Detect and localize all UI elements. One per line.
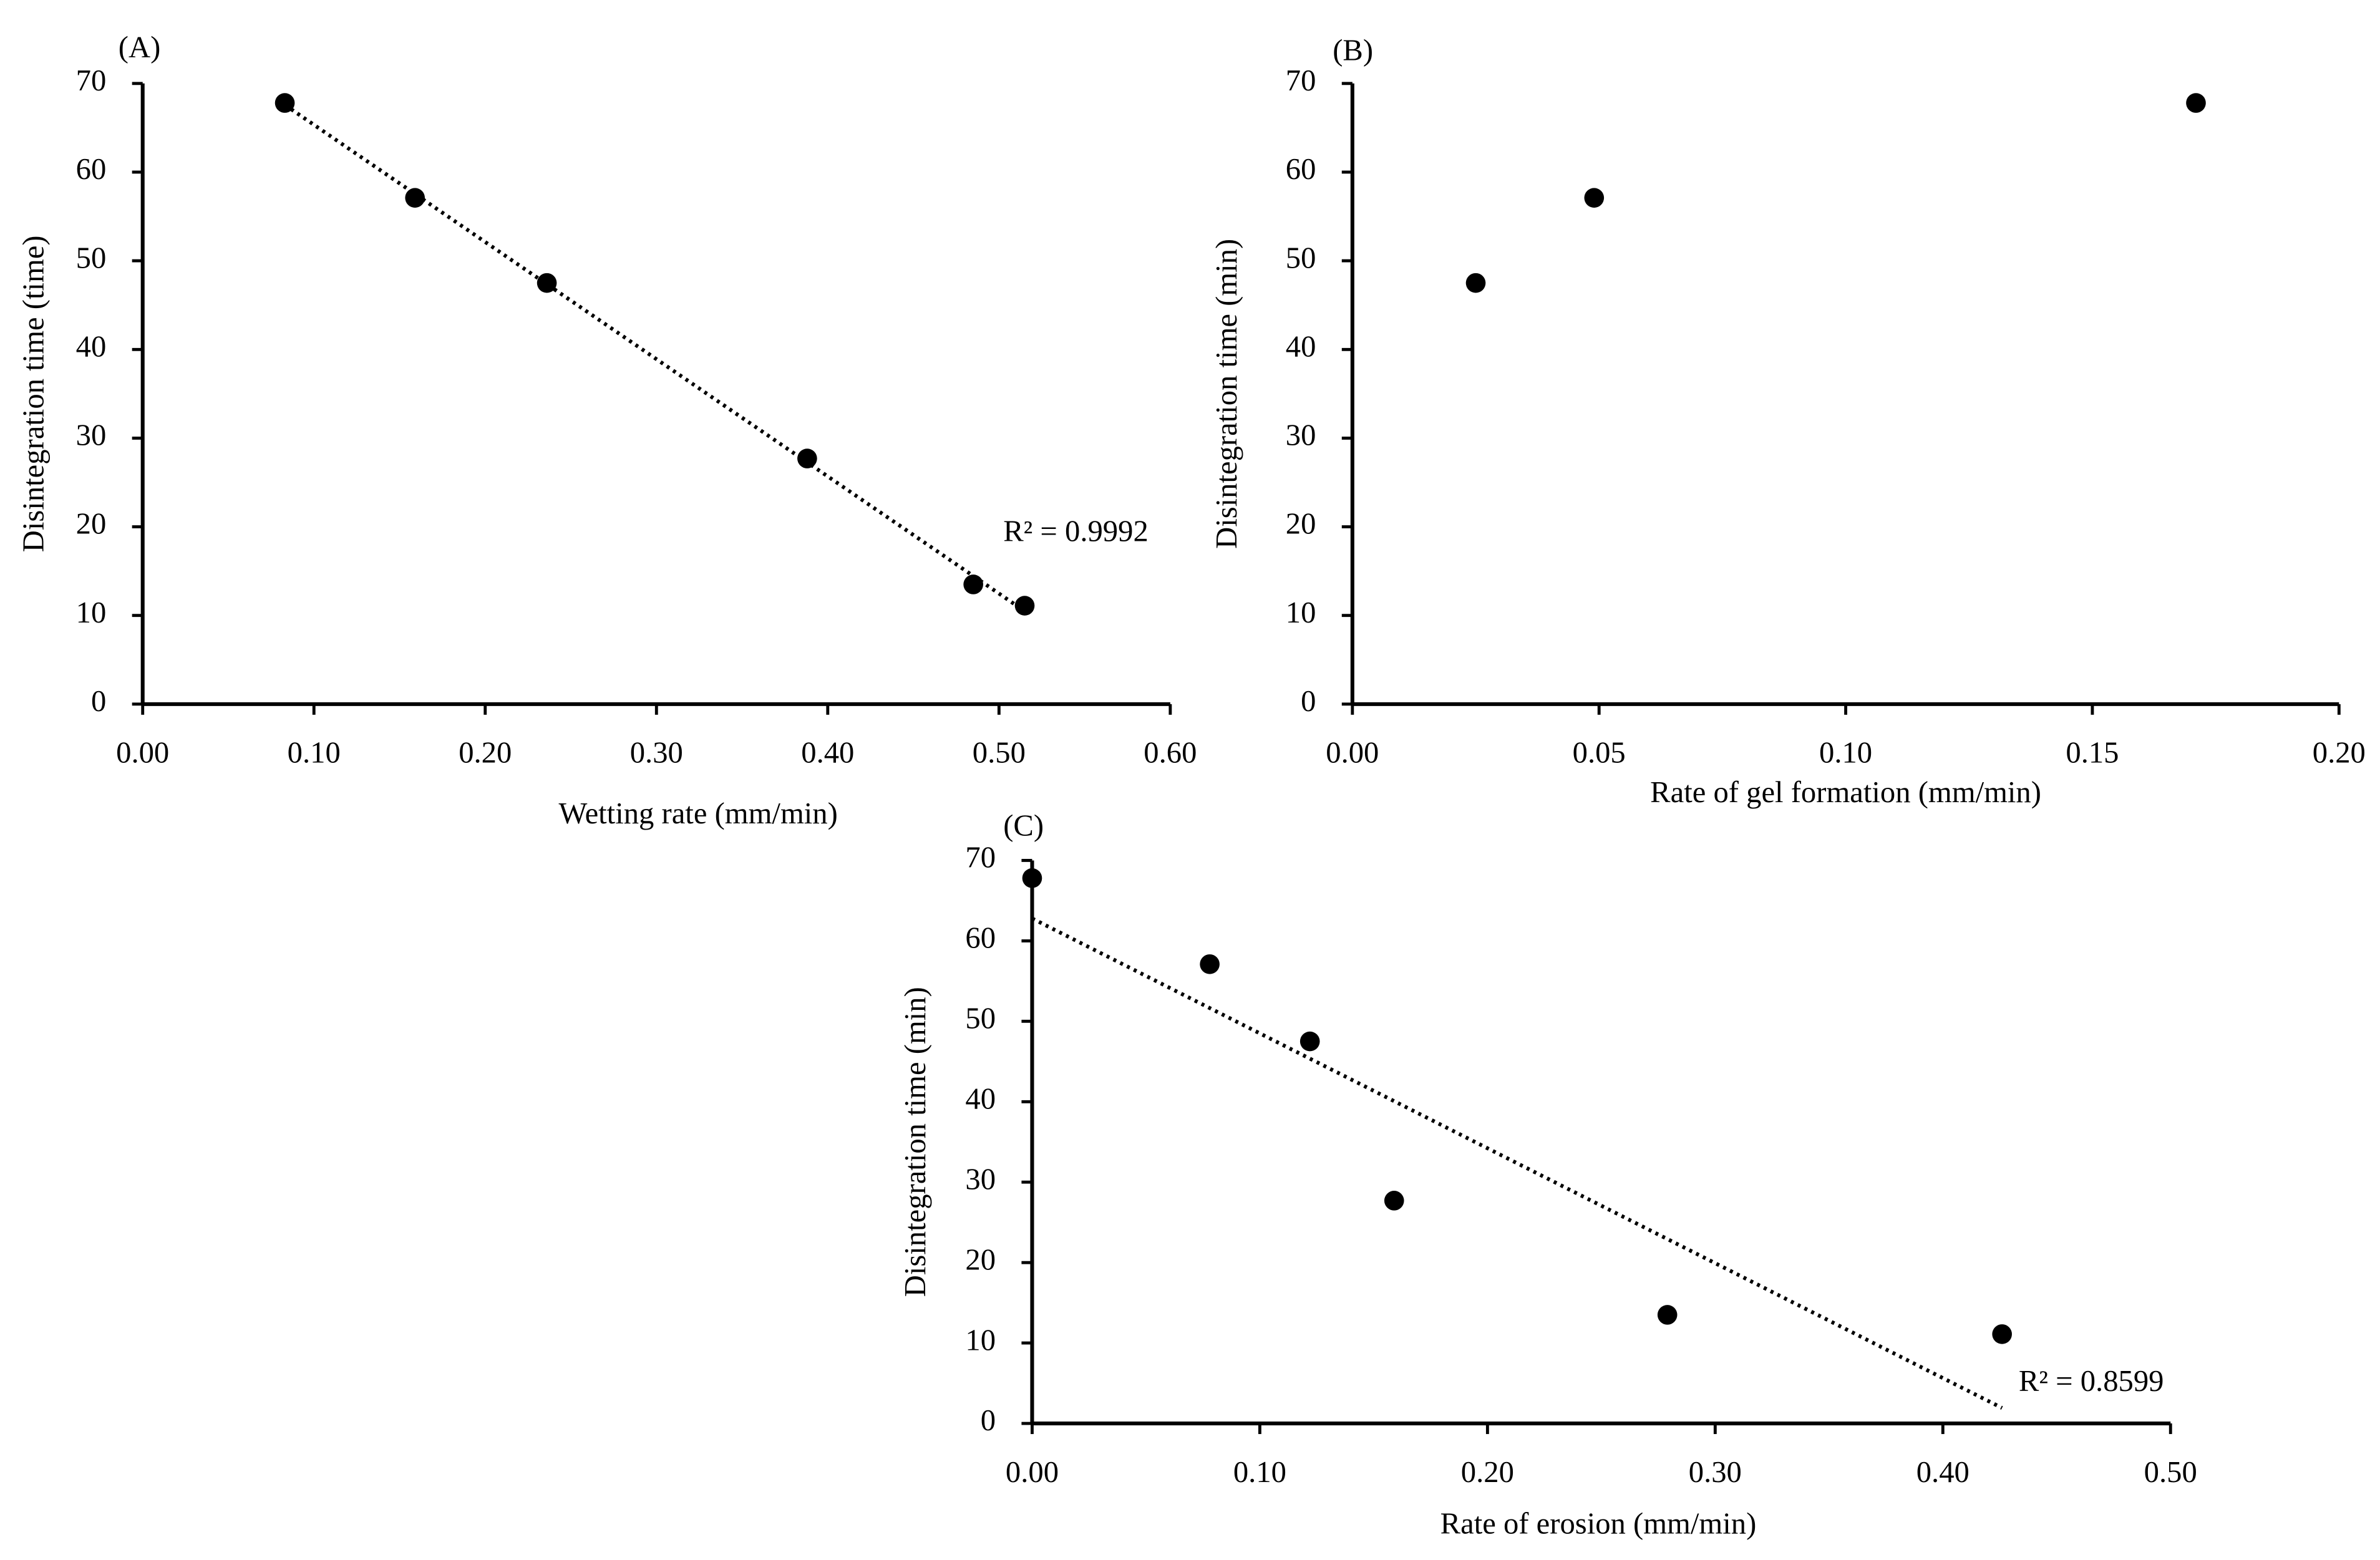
x-tick-label: 0.05 xyxy=(1573,736,1626,770)
point xyxy=(1657,1305,1678,1325)
y-tick-label: 0 xyxy=(91,684,106,718)
y-tick-label: 30 xyxy=(965,1162,996,1196)
x-tick-label: 0.10 xyxy=(288,736,341,770)
y-tick-label: 10 xyxy=(1286,596,1316,629)
point xyxy=(797,448,817,468)
x-tick-label: 0.00 xyxy=(1326,736,1379,770)
x-tick-label: 0.10 xyxy=(1233,1455,1286,1489)
point xyxy=(405,188,425,208)
x-axis-label: Rate of erosion (mm/min) xyxy=(1440,1507,1757,1541)
y-axis-label: Disintegration time (min) xyxy=(1210,239,1243,549)
x-axis-label: Rate of gel formation (mm/min) xyxy=(1650,775,2041,809)
point xyxy=(1022,868,1042,888)
point xyxy=(1014,596,1035,616)
point xyxy=(963,574,983,594)
x-tick-label: 0.15 xyxy=(2066,736,2119,770)
x-tick-label: 0.30 xyxy=(630,736,683,770)
trendline xyxy=(1031,916,2003,1410)
y-tick-label: 50 xyxy=(76,241,107,274)
y-tick-label: 60 xyxy=(76,152,107,186)
y-tick-label: 20 xyxy=(965,1243,996,1276)
x-tick-label: 0.40 xyxy=(801,736,854,770)
y-tick-label: 30 xyxy=(76,419,107,452)
point xyxy=(1384,1191,1404,1211)
point xyxy=(1299,1031,1320,1052)
y-tick-label: 40 xyxy=(1286,329,1316,363)
y-tick-label: 50 xyxy=(965,1002,996,1035)
y-tick-label: 20 xyxy=(76,507,107,541)
point xyxy=(1584,188,1605,208)
y-tick-label: 0 xyxy=(1301,684,1316,718)
x-tick-label: 0.00 xyxy=(1006,1455,1059,1489)
y-axis-label: Disintegration time (min) xyxy=(898,987,932,1297)
point xyxy=(274,93,295,113)
y-axis-label: Disintegration time (time) xyxy=(17,235,51,552)
y-tick-label: 60 xyxy=(965,921,996,955)
x-tick-label: 0.20 xyxy=(1461,1455,1514,1489)
panel-label: (A) xyxy=(119,30,161,64)
point xyxy=(1992,1324,2012,1344)
r-squared: R² = 0.8599 xyxy=(2019,1364,2164,1398)
y-tick-label: 20 xyxy=(1286,507,1316,541)
y-tick-label: 0 xyxy=(981,1403,996,1437)
y-tick-label: 10 xyxy=(965,1323,996,1357)
y-tick-label: 70 xyxy=(76,64,107,97)
r-squared: R² = 0.9992 xyxy=(1003,515,1149,548)
x-tick-label: 0.50 xyxy=(973,736,1026,770)
point xyxy=(1200,954,1220,974)
y-tick-label: 50 xyxy=(1286,241,1316,274)
y-tick-label: 30 xyxy=(1286,419,1316,452)
x-tick-label: 0.60 xyxy=(1144,736,1197,770)
y-tick-label: 70 xyxy=(965,841,996,874)
x-tick-label: 0.20 xyxy=(2313,736,2366,770)
y-tick-label: 10 xyxy=(76,596,107,629)
y-tick-label: 60 xyxy=(1286,152,1316,186)
point xyxy=(2186,93,2206,113)
point xyxy=(1465,273,1486,293)
panel-label: (C) xyxy=(1003,809,1044,843)
panel-label: (B) xyxy=(1333,33,1373,67)
trendline xyxy=(283,103,1026,613)
x-tick-label: 0.40 xyxy=(1916,1455,1970,1489)
y-tick-label: 70 xyxy=(1286,64,1316,97)
x-tick-label: 0.50 xyxy=(2144,1455,2197,1489)
x-tick-label: 0.10 xyxy=(1819,736,1872,770)
y-tick-label: 40 xyxy=(76,329,107,363)
x-tick-label: 0.30 xyxy=(1689,1455,1742,1489)
x-tick-label: 0.20 xyxy=(459,736,512,770)
x-axis-label: Wetting rate (mm/min) xyxy=(559,797,838,830)
x-tick-label: 0.00 xyxy=(116,736,169,770)
point xyxy=(537,273,557,293)
y-tick-label: 40 xyxy=(965,1082,996,1115)
